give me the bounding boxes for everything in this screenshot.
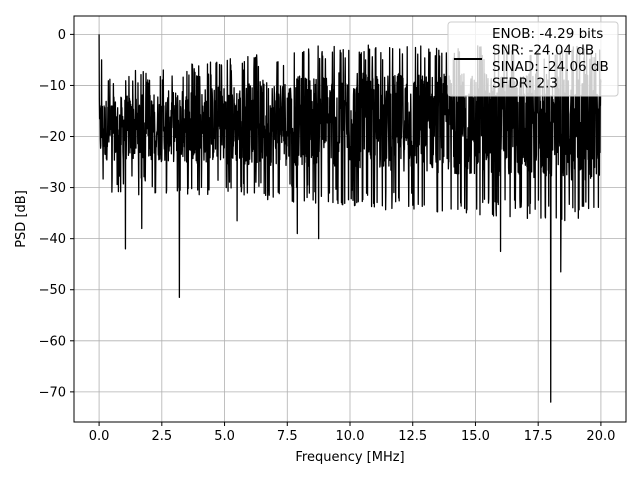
legend: ENOB: -4.29 bits SNR: -24.04 dB SINAD: -…: [447, 21, 619, 97]
y-axis-label: PSD [dB]: [14, 190, 29, 248]
x-tick-label: 20.0: [586, 429, 615, 444]
y-tick-label: 0: [58, 28, 66, 43]
plot-area: [98, 34, 602, 403]
y-tick-label: −50: [39, 283, 66, 298]
x-tick-label: 17.5: [524, 429, 553, 444]
y-tick-label: −10: [39, 79, 66, 94]
x-tick-label: 10.0: [336, 429, 365, 444]
x-tick-label: 5.0: [214, 429, 235, 444]
psd-series-line: [98, 34, 602, 403]
y-tick-label: −70: [39, 385, 66, 400]
x-axis-label: Frequency [MHz]: [295, 450, 404, 465]
y-tick-label: −60: [39, 334, 66, 349]
legend-box: [447, 21, 619, 97]
legend-line-sfdr: SFDR: 2.3: [492, 76, 558, 92]
y-tick-label: −30: [39, 181, 66, 196]
legend-line-snr: SNR: -24.04 dB: [492, 43, 594, 59]
legend-line-enob: ENOB: -4.29 bits: [492, 26, 603, 42]
x-tick-label: 12.5: [398, 429, 427, 444]
x-tick-label: 7.5: [277, 429, 298, 444]
y-tick-label: −40: [39, 232, 66, 247]
x-tick-label: 2.5: [151, 429, 172, 444]
x-tick-label: 0.0: [89, 429, 110, 444]
x-tick-label: 15.0: [461, 429, 490, 444]
legend-line-sinad: SINAD: -24.06 dB: [492, 59, 609, 75]
y-axis: 0 −10 −20 −30 −40 −50 −60 −70: [39, 28, 74, 400]
x-axis: 0.0 2.5 5.0 7.5 10.0 12.5 15.0 17.5 20.0: [89, 422, 615, 444]
y-tick-label: −20: [39, 130, 66, 145]
